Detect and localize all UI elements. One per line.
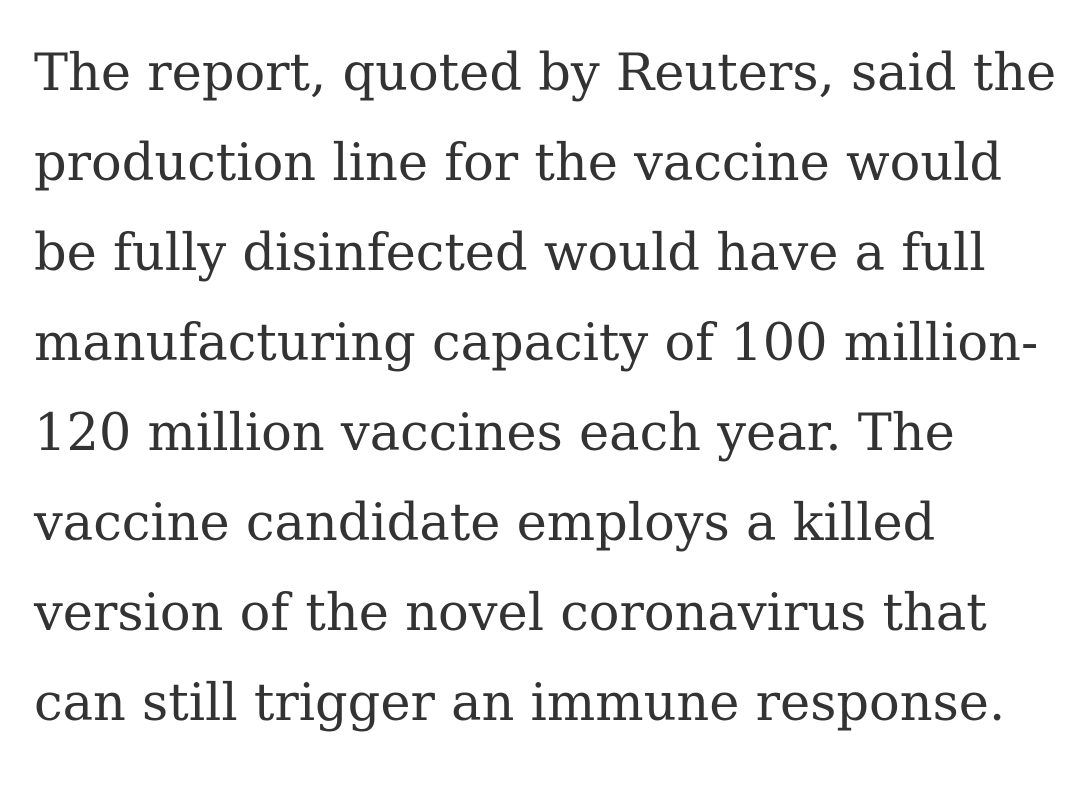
paragraph-line-6: vaccine candidate employs a killed [34, 494, 936, 553]
paragraph-line-4: manufacturing capacity of 100 million- [34, 314, 1039, 373]
paragraph-line-7: version of the novel coronavirus that [34, 584, 987, 643]
paragraph-line-3: be fully disinfected would have a full [34, 224, 986, 283]
paragraph-line-2: production line for the vaccine would [34, 134, 1003, 193]
paragraph-line-1: The report, quoted by Reuters, said the [34, 44, 1057, 103]
paragraph-line-5: 120 million vaccines each year. The [34, 404, 955, 463]
paragraph-line-8: can still trigger an immune response. [34, 674, 1006, 733]
